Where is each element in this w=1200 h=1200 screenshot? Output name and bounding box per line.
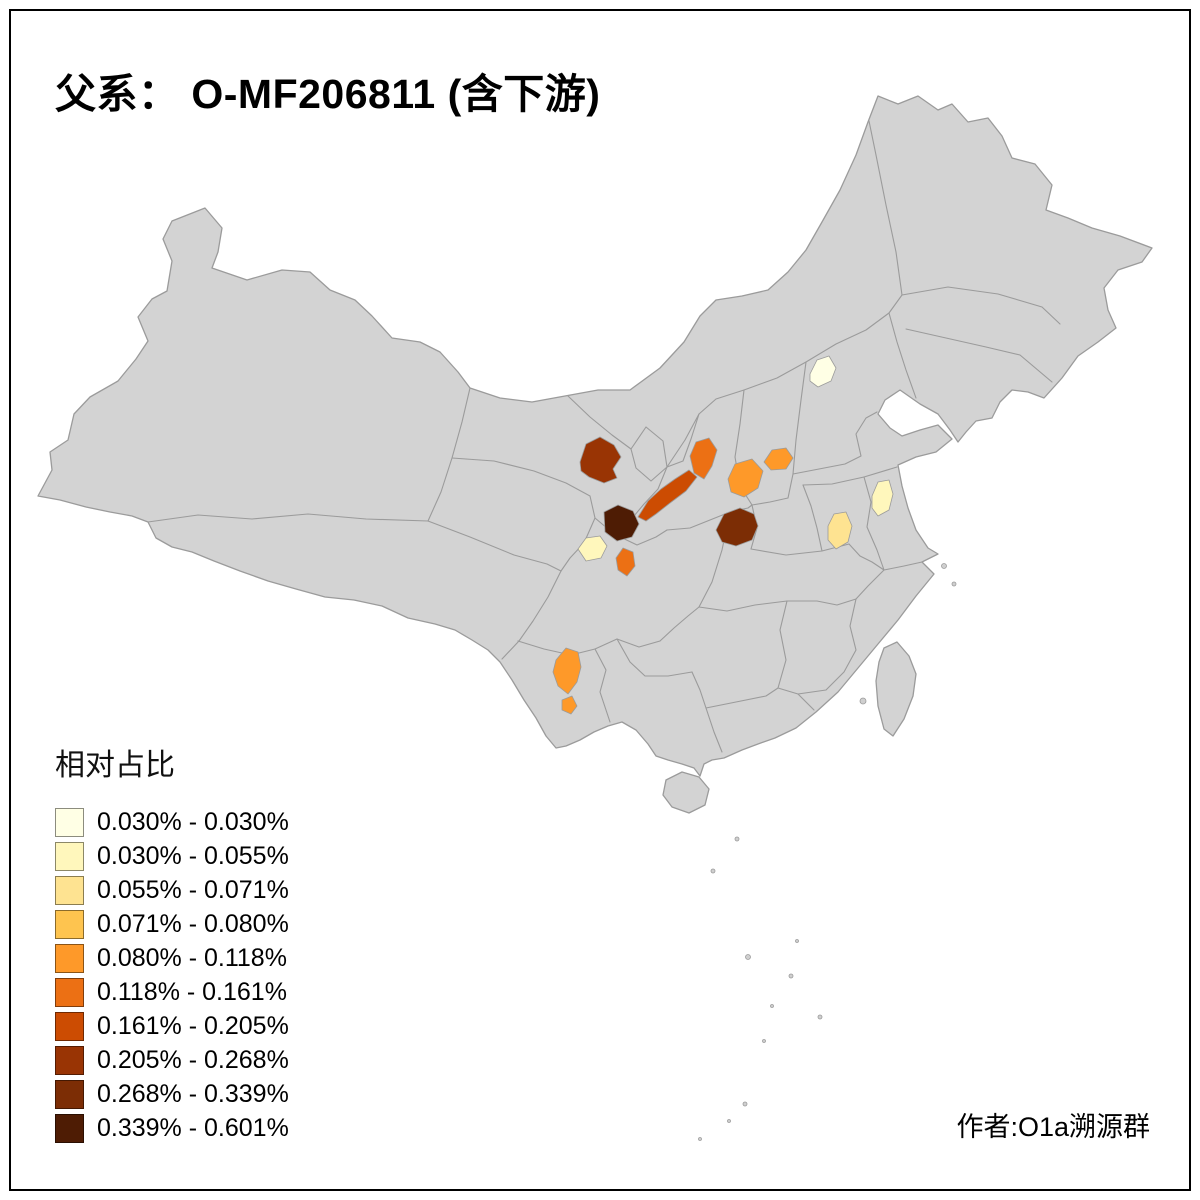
legend-range-label: 0.080% - 0.118% [97,944,287,972]
highlighted-region [871,479,894,517]
legend-items: 0.030% - 0.030% 0.030% - 0.055% 0.055% -… [55,808,289,1143]
province-borders [147,120,1061,753]
highlighted-region [727,458,764,498]
legend-swatch [55,842,84,871]
legend-range-label: 0.205% - 0.268% [97,1046,289,1074]
highlighted-region [552,647,582,695]
legend-range-label: 0.118% - 0.161% [97,978,287,1006]
legend-range-label: 0.055% - 0.071% [97,876,289,904]
legend-swatch [55,808,84,837]
legend-row: 0.030% - 0.030% [55,808,289,837]
legend-range-label: 0.339% - 0.601% [97,1114,289,1142]
taiwan-island [875,641,917,737]
legend-row: 0.030% - 0.055% [55,842,289,871]
legend-row: 0.118% - 0.161% [55,978,289,1007]
legend-row: 0.080% - 0.118% [55,944,289,973]
legend: 相对占比 0.030% - 0.030% 0.030% - 0.055% 0.0… [55,740,289,1148]
highlighted-region [715,507,759,547]
highlighted-region [689,437,718,480]
highlighted-regions [552,355,894,715]
highlighted-region [637,469,698,522]
highlighted-region [827,511,853,550]
legend-title: 相对占比 [55,749,175,782]
small-islands [698,563,957,1141]
legend-row: 0.268% - 0.339% [55,1080,289,1109]
legend-row: 0.071% - 0.080% [55,910,289,939]
legend-row: 0.339% - 0.601% [55,1114,289,1143]
legend-range-label: 0.030% - 0.055% [97,842,289,870]
figure-title: 父系： O-MF206811 (含下游) [55,71,601,117]
legend-row: 0.161% - 0.205% [55,1012,289,1041]
legend-row: 0.205% - 0.268% [55,1046,289,1075]
highlighted-region [809,355,837,388]
highlighted-region [615,547,636,577]
legend-range-label: 0.268% - 0.339% [97,1080,289,1108]
legend-swatch [55,876,84,905]
legend-swatch [55,1046,84,1075]
highlighted-region [763,447,794,471]
landmass [37,95,1153,814]
highlighted-region [577,535,608,562]
legend-swatch [55,944,84,973]
hainan-island [662,771,710,814]
legend-range-label: 0.161% - 0.205% [97,1012,289,1040]
legend-swatch [55,910,84,939]
author-credit: 作者:O1a溯源群 [956,1112,1150,1142]
legend-range-label: 0.030% - 0.030% [97,808,289,836]
highlighted-region [561,695,578,715]
highlighted-region [603,504,640,542]
legend-swatch [55,1114,84,1143]
china-mainland-outline [37,95,1153,777]
legend-row: 0.055% - 0.071% [55,876,289,905]
legend-swatch [55,1080,84,1109]
legend-swatch [55,1012,84,1041]
highlighted-region [579,436,622,484]
legend-range-label: 0.071% - 0.080% [97,910,289,938]
legend-swatch [55,978,84,1007]
